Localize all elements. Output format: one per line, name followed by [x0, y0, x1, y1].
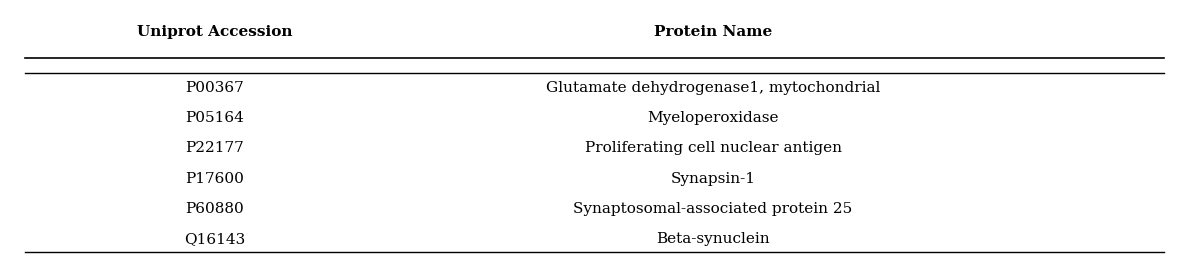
Text: Synaptosomal-associated protein 25: Synaptosomal-associated protein 25: [573, 202, 853, 216]
Text: Q16143: Q16143: [184, 232, 246, 246]
Text: P05164: P05164: [185, 111, 245, 125]
Text: Proliferating cell nuclear antigen: Proliferating cell nuclear antigen: [585, 141, 842, 155]
Text: P17600: P17600: [185, 172, 245, 186]
Text: Glutamate dehydrogenase1, mytochondrial: Glutamate dehydrogenase1, mytochondrial: [546, 81, 880, 95]
Text: Beta-synuclein: Beta-synuclein: [656, 232, 770, 246]
Text: Uniprot Accession: Uniprot Accession: [137, 25, 292, 39]
Text: Synapsin-1: Synapsin-1: [671, 172, 756, 186]
Text: Myeloperoxidase: Myeloperoxidase: [647, 111, 779, 125]
Text: P60880: P60880: [185, 202, 244, 216]
Text: P00367: P00367: [185, 81, 244, 95]
Text: Protein Name: Protein Name: [654, 25, 772, 39]
Text: P22177: P22177: [185, 141, 244, 155]
